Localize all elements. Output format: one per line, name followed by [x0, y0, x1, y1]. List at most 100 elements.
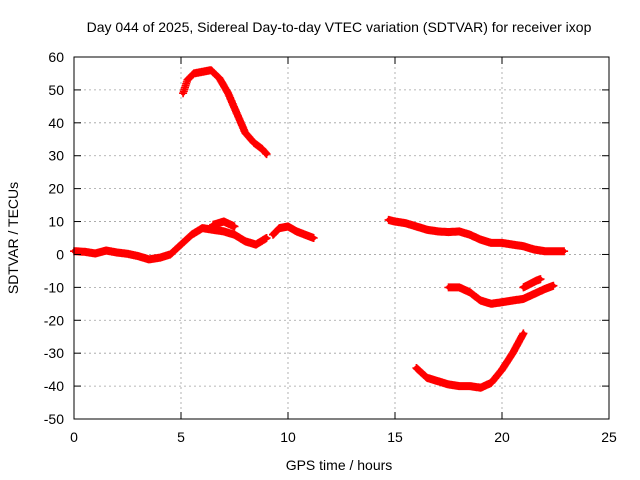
- data-point: [200, 225, 205, 231]
- data-point: [114, 250, 120, 255]
- data-point: [538, 276, 543, 282]
- data-point: [178, 242, 184, 247]
- data-point: [521, 296, 526, 302]
- series-arc-6: [444, 281, 558, 308]
- data-point: [446, 284, 451, 290]
- data-point: [499, 240, 505, 246]
- data-point: [93, 251, 98, 256]
- data-point: [478, 298, 483, 303]
- data-point: [510, 298, 516, 303]
- series-arc-2: [179, 66, 271, 159]
- data-point: [542, 248, 548, 254]
- y-axis-title: SDTVAR / TECUs: [5, 182, 21, 294]
- data-point: [200, 69, 205, 75]
- data-point: [180, 90, 186, 96]
- series-markers: [269, 222, 318, 242]
- data-point: [446, 229, 451, 235]
- data-point: [531, 247, 537, 252]
- data-point: [533, 278, 539, 284]
- y-tick-label: 10: [48, 214, 64, 230]
- data-point: [424, 375, 430, 381]
- series-arc-8: [412, 329, 528, 392]
- x-tick-label: 5: [177, 429, 185, 445]
- y-tick-label: 60: [48, 49, 64, 65]
- data-point: [103, 248, 109, 253]
- data-point: [225, 90, 231, 96]
- data-point: [242, 130, 248, 136]
- data-point: [208, 67, 214, 73]
- x-axis-title: GPS time / hours: [286, 457, 393, 473]
- data-point: [414, 224, 419, 229]
- data-point: [488, 240, 494, 246]
- data-point: [234, 110, 240, 116]
- data-point: [125, 251, 130, 257]
- data-point: [488, 380, 494, 386]
- data-point: [510, 242, 516, 247]
- data-point: [253, 242, 259, 247]
- data-point: [435, 378, 441, 384]
- data-point: [424, 227, 430, 233]
- y-tick-label: -20: [44, 312, 64, 328]
- data-point: [311, 235, 317, 241]
- data-point: [478, 385, 483, 391]
- data-point: [435, 229, 441, 234]
- data-point: [270, 232, 276, 238]
- data-point: [242, 238, 248, 244]
- data-point: [446, 382, 451, 387]
- data-point: [191, 71, 197, 76]
- data-point: [277, 225, 282, 231]
- axis-ticks: 0 5 10 15 20 25 -50 -40 -30 -20 -10 0 10 20 30 40 50 60: [44, 49, 617, 445]
- x-tick-label: 10: [280, 429, 296, 445]
- data-point: [221, 229, 227, 234]
- data-point: [531, 291, 537, 297]
- data-point: [542, 286, 548, 292]
- x-tick-label: 0: [70, 429, 78, 445]
- data-point: [499, 367, 505, 373]
- data-point: [259, 146, 265, 152]
- data-point: [285, 224, 291, 229]
- y-tick-label: -30: [44, 345, 64, 361]
- data-point: [386, 217, 391, 223]
- data-point: [232, 224, 237, 229]
- data-point: [456, 284, 462, 290]
- data-point: [403, 220, 409, 226]
- data-point: [157, 255, 163, 261]
- series-arc-3: [209, 217, 239, 231]
- y-tick-label: 20: [48, 181, 64, 197]
- y-tick-label: -10: [44, 279, 64, 295]
- series-markers: [70, 224, 271, 264]
- data-point: [189, 232, 195, 238]
- data-point: [510, 350, 516, 356]
- data-point: [456, 383, 462, 389]
- series-arc-7: [519, 275, 545, 292]
- data-point: [499, 299, 505, 305]
- data-point: [82, 249, 88, 255]
- y-tick-label: 0: [56, 246, 64, 262]
- series-markers: [412, 329, 528, 392]
- data-point: [294, 229, 299, 234]
- series-arc-1: [70, 224, 271, 264]
- data-point: [521, 284, 526, 290]
- y-tick-label: 50: [48, 82, 64, 98]
- data-point: [167, 252, 173, 257]
- data-point: [251, 140, 257, 145]
- y-tick-label: -50: [44, 411, 64, 427]
- data-point: [527, 281, 533, 287]
- data-point: [550, 283, 556, 289]
- data-point: [264, 235, 269, 241]
- y-tick-label: 40: [48, 115, 64, 131]
- series-markers: [179, 66, 271, 159]
- data-point: [232, 232, 237, 238]
- data-point: [146, 256, 152, 262]
- x-tick-label: 15: [387, 429, 403, 445]
- series-arc-5: [384, 215, 569, 256]
- data-point: [467, 289, 473, 295]
- data-point: [521, 331, 526, 336]
- data-point: [456, 229, 462, 234]
- data-point: [553, 248, 558, 254]
- data-point: [392, 219, 398, 224]
- data-point: [185, 77, 190, 83]
- data-point: [561, 248, 567, 254]
- x-tick-label: 25: [601, 429, 617, 445]
